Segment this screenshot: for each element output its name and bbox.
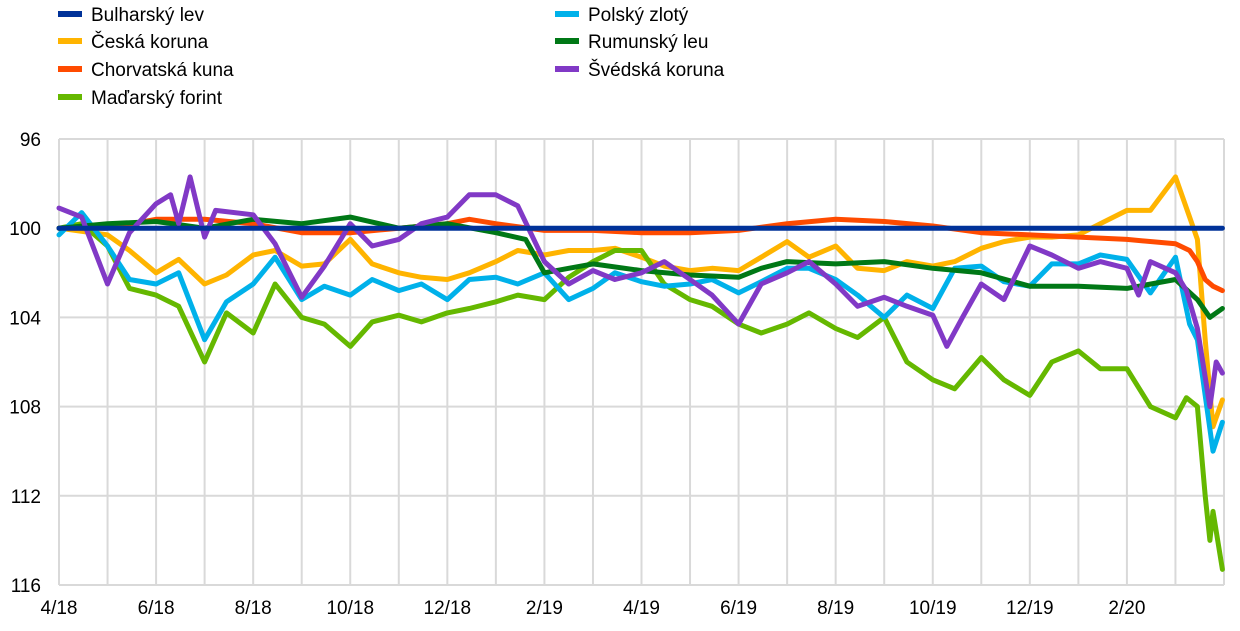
- legend-label: Maďarský forint: [91, 88, 223, 109]
- y-tick-label: 108: [9, 398, 41, 419]
- legend-item: Polský zlotý: [555, 5, 689, 26]
- legend-label: Polský zlotý: [588, 5, 689, 26]
- x-tick-label: 2/19: [526, 598, 563, 619]
- series-line-6: [56, 214, 1225, 320]
- legend: Bulharský lev Česká koruna Chorvatská kuna…: [58, 5, 725, 109]
- x-tick-label: 2/20: [1108, 598, 1145, 619]
- x-tick-label: 8/19: [817, 598, 854, 619]
- legend-label: Česká koruna: [91, 31, 209, 53]
- x-tick-label: 10/18: [326, 598, 374, 619]
- y-axis: 96 100 104 108 112 116: [9, 130, 41, 597]
- grid: [58, 138, 1225, 586]
- y-tick-label: 112: [11, 487, 41, 508]
- legend-label: Bulharský lev: [91, 5, 204, 26]
- x-tick-label: 6/19: [720, 598, 757, 619]
- legend-item: Bulharský lev: [58, 5, 204, 26]
- x-tick-label: 12/19: [1006, 598, 1054, 619]
- x-tick-label: 8/18: [235, 598, 272, 619]
- legend-item: Česká koruna: [58, 31, 209, 53]
- y-tick-label: 116: [11, 576, 41, 597]
- legend-item: Švédská koruna: [555, 59, 725, 81]
- series-line-7: [56, 174, 1225, 410]
- y-tick-label: 104: [9, 308, 41, 329]
- legend-item: Rumunský leu: [555, 32, 708, 53]
- legend-label: Chorvatská kuna: [91, 60, 234, 81]
- x-tick-label: 4/18: [41, 598, 78, 619]
- x-tick-label: 4/19: [623, 598, 660, 619]
- x-tick-label: 6/18: [138, 598, 175, 619]
- legend-label: Rumunský leu: [588, 32, 708, 53]
- y-tick-label: 100: [9, 219, 41, 240]
- x-axis: 4/18 6/18 8/18 10/18 12/18 2/19 4/19 6/19 8/19 10…: [41, 598, 1146, 619]
- x-tick-label: 10/19: [909, 598, 957, 619]
- legend-item: Maďarský forint: [58, 88, 223, 109]
- legend-label: Švédská koruna: [588, 59, 725, 81]
- series-line-5: [56, 210, 1225, 454]
- x-tick-label: 12/18: [424, 598, 472, 619]
- legend-item: Chorvatská kuna: [58, 60, 234, 81]
- series-line-4: [56, 221, 1225, 572]
- y-tick-label: 96: [20, 130, 41, 151]
- series-lines: [56, 174, 1225, 572]
- series-line-3: [56, 216, 1225, 294]
